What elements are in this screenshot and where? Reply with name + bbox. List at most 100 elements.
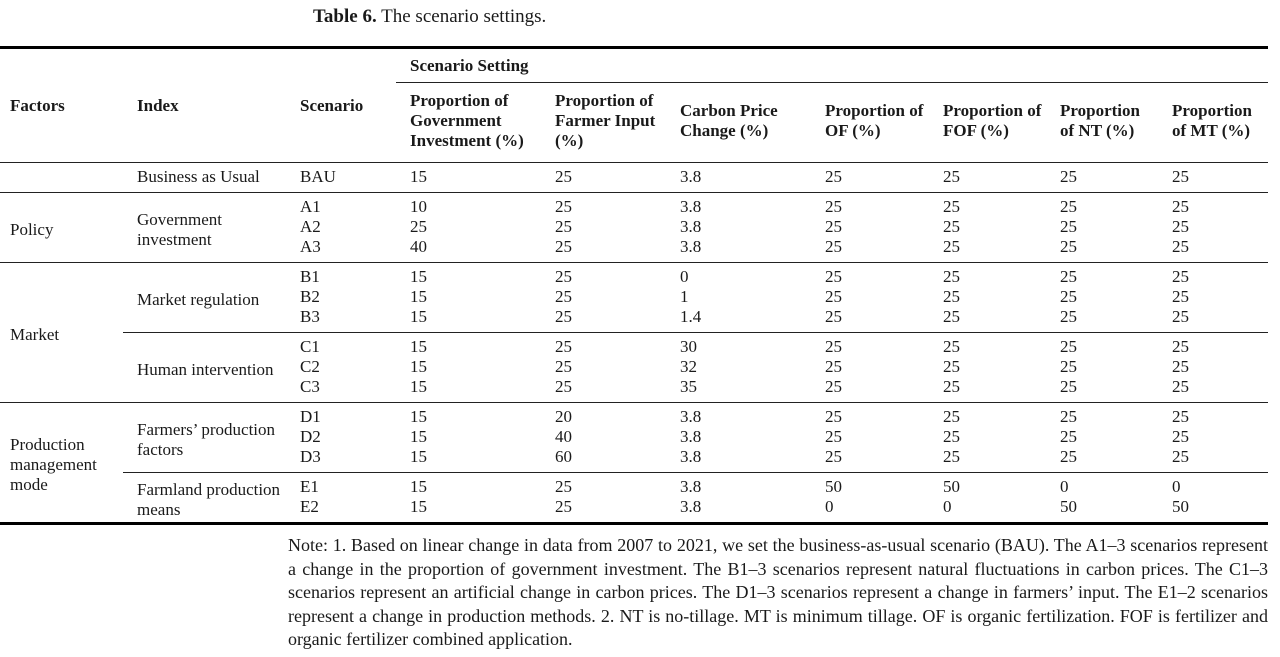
value-cell: 3.8 [666,237,811,263]
column-header-factors: Factors [0,47,123,163]
value-cell: 25 [1172,217,1189,236]
scenario-settings-table: Factors Index Scenario Scenario Setting Prop… [0,46,1269,525]
value-cell: 25 [1158,377,1269,403]
value-cell: 40 [555,427,572,446]
value-cell: 32 [680,357,697,376]
value-cell: 25 [555,267,572,286]
value-cell: 25 [1158,237,1269,263]
value-cell: 15 [410,497,427,516]
factor-cell: Market [0,262,123,403]
value-cell: 25 [943,287,960,306]
value-cell: 60 [555,447,572,466]
value-cell: 25 [811,377,929,403]
scenario-cell: B1 [300,267,320,286]
value-cell: 25 [929,332,1046,357]
value-cell: 25 [825,267,842,286]
value-cell: 3.8 [680,407,702,426]
value-cell: 3.8 [666,162,811,193]
value-cell: 25 [1046,237,1158,263]
value-cell: 25 [929,377,1046,403]
value-cell: 50 [929,472,1046,497]
value-cell: 25 [825,407,842,426]
value-cell: 25 [1172,267,1189,286]
value-cell: 25 [541,472,666,497]
scenario-cell: D2 [300,427,321,446]
scenario-cell: A2 [300,217,321,236]
table-row: Market Market regulation B1 15 25 0 25 25 25 25 [0,262,1268,403]
value-cell: 25 [943,217,960,236]
index-cell: Government investment [123,192,286,263]
value-cell: 25 [1060,197,1077,216]
value-cell: 3.8 [680,427,702,446]
value-cell: 10 [410,197,427,216]
value-cell: 25 [1172,357,1189,376]
value-cell: 25 [1060,287,1077,306]
value-cell: 25 [825,197,842,216]
scenario-cell: C2 [300,357,320,376]
scenario-cell: C3 [286,377,396,403]
scenario-cell: B2 [300,287,320,306]
value-cell: 3.8 [666,472,811,497]
setting-column-header: Proportion of NT (%) [1046,82,1158,163]
scenario-cell: B3 [300,307,320,326]
value-cell: 25 [1172,287,1189,306]
value-cell: 25 [811,162,929,193]
header-row-settings: Proportion of Government Investment (%) P… [0,82,1269,163]
factor-cell: Production management mode [0,402,123,524]
value-cell: 25 [811,237,929,263]
value-cell: 25 [811,332,929,357]
value-cell: 25 [825,217,842,236]
value-cell: 25 [943,197,960,216]
scenario-cell: A1 [300,197,321,216]
table-row: Farmland production means E1 15 25 3.8 50 50 0 0 [0,472,1269,524]
value-cell: 25 [943,357,960,376]
value-cell: 25 [1046,332,1158,357]
value-cell: 25 [555,287,572,306]
value-cell: 25 [410,217,427,236]
value-cell: 25 [1060,217,1077,236]
value-cell: 25 [943,267,960,286]
scenario-cell: E1 [286,472,396,497]
setting-column-header: Proportion of OF (%) [811,82,929,163]
value-cell: 15 [410,427,427,446]
value-cell: 1 [680,287,689,306]
value-cell: 15 [410,447,427,466]
value-cell: 35 [666,377,811,403]
value-cell: 25 [825,287,842,306]
scenario-cell: D3 [300,447,321,466]
value-cell: 50 [811,472,929,497]
value-cell: 3.8 [680,197,702,216]
table-row: Production management mode Farmers’ produ… [0,402,1268,524]
table-caption: Table 6. The scenario settings. [313,5,1280,29]
value-cell: 25 [1060,427,1077,446]
value-cell: 0 [1046,472,1158,497]
value-cell: 0 [1158,472,1269,497]
value-cell: 25 [943,407,960,426]
value-cell: 25 [943,447,960,466]
value-cell: 25 [825,357,842,376]
index-cell: Farmers’ production factors [123,402,286,473]
value-cell: 25 [1060,447,1077,466]
value-cell: 25 [929,162,1046,193]
value-cell: 25 [825,427,842,446]
value-cell: 25 [929,237,1046,263]
value-cell: 25 [1060,307,1077,326]
value-cell: 25 [1060,357,1077,376]
scenario-cell: E2 [300,497,319,516]
value-cell: 25 [541,332,666,357]
value-cell: 15 [410,357,427,376]
value-cell: 25 [825,307,842,326]
value-cell: 0 [825,497,834,516]
column-header-scenario: Scenario [286,47,396,163]
table-row: A3 40 25 3.8 25 25 25 25 [0,237,1269,263]
value-cell: 25 [1172,307,1189,326]
index-cell: Market regulation [123,262,286,333]
table-row: C3 15 25 35 25 25 25 25 [0,377,1269,403]
value-cell: 25 [555,197,572,216]
value-cell: 25 [541,377,666,403]
setting-column-header: Carbon Price Change (%) [666,82,811,163]
value-cell: 25 [555,217,572,236]
table-body: Business as Usual BAU 15 25 3.8 25 25 25 25 Polic… [0,162,1269,524]
column-header-index: Index [123,47,286,163]
